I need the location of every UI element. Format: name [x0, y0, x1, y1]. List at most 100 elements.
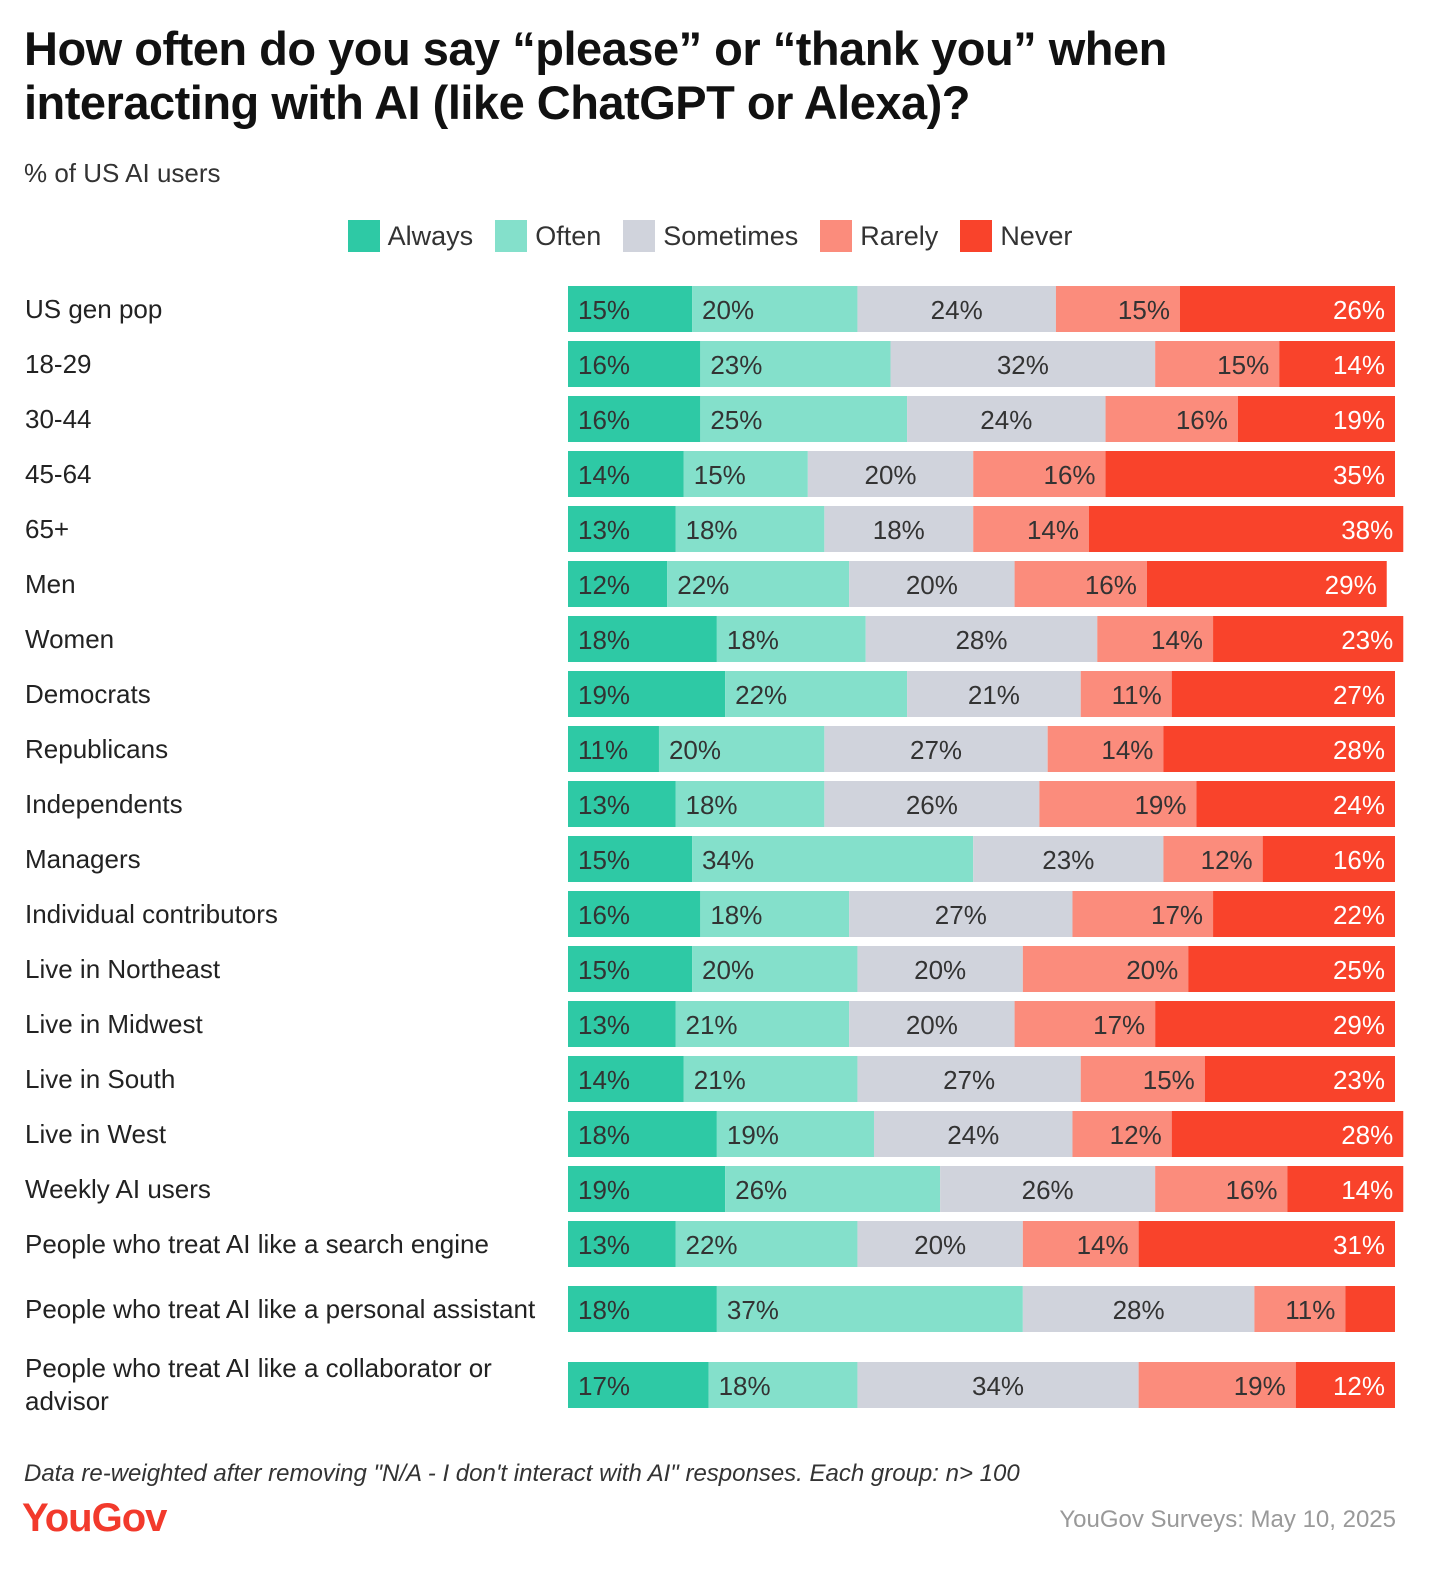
legend-swatch [347, 220, 380, 252]
value-label: 14% [1341, 1175, 1393, 1205]
bar-segment [568, 1221, 676, 1267]
value-label: 14% [1101, 735, 1153, 765]
legend-label: Sometimes [663, 220, 799, 251]
bar-segment [1196, 781, 1395, 827]
value-label: 34% [702, 845, 754, 875]
bar-segment [725, 671, 908, 717]
value-label: 13% [578, 1230, 630, 1260]
bar-segment [1105, 451, 1395, 497]
value-label: 16% [578, 350, 630, 380]
value-label: 22% [1333, 900, 1385, 930]
bar-segment [1155, 341, 1280, 387]
bar-segment [1022, 1286, 1255, 1332]
bar-segment [907, 396, 1106, 442]
value-label: 19% [578, 680, 630, 710]
category-label: Democrats [25, 678, 151, 709]
bar-segment [1213, 616, 1404, 662]
category-label: Managers [25, 843, 141, 874]
value-label: 20% [914, 1230, 966, 1260]
value-label: 15% [578, 295, 630, 325]
legend-label: Never [1000, 220, 1073, 251]
bar-segment [857, 286, 1056, 332]
value-label: 25% [710, 405, 762, 435]
value-label: 18% [710, 900, 762, 930]
value-label: 25% [1333, 955, 1385, 985]
legend-swatch [960, 220, 993, 252]
value-label: 12% [1201, 845, 1253, 875]
value-label: 14% [1077, 1230, 1129, 1260]
bar-segment [692, 286, 858, 332]
footnote: Data re-weighted after removing "N/A - I… [24, 1460, 1020, 1487]
value-label: 38% [1341, 515, 1393, 545]
bar-segment [568, 1286, 717, 1332]
value-label: 14% [1151, 625, 1203, 655]
bar-segment [692, 946, 858, 992]
bar-segment [568, 781, 676, 827]
bar-segment [725, 1166, 941, 1212]
value-label: 23% [1042, 845, 1094, 875]
bar-segment [824, 506, 974, 552]
value-label: 15% [578, 845, 630, 875]
value-label: 32% [997, 350, 1049, 380]
bar-segment [683, 1056, 858, 1102]
value-label: 15% [578, 955, 630, 985]
bar-segment [568, 451, 684, 497]
logo: YouGov [22, 1496, 167, 1540]
category-label: US gen pop [25, 293, 163, 324]
value-label: 18% [719, 1371, 771, 1401]
value-label: 14% [1333, 350, 1385, 380]
value-label: 17% [1151, 900, 1203, 930]
bar-segment [1055, 286, 1180, 332]
legend-item: Never [960, 220, 1072, 252]
bar-segment [1155, 1166, 1288, 1212]
bar-segment [568, 836, 693, 882]
bar-segment [716, 1286, 1023, 1332]
value-label: 31% [1333, 1230, 1385, 1260]
value-label: 24% [1333, 790, 1385, 820]
category-label: Men [25, 568, 76, 599]
bar-segment [1138, 1362, 1296, 1408]
bar-segment [675, 506, 825, 552]
value-label: 20% [702, 955, 754, 985]
bar-segment [1163, 836, 1263, 882]
category-label: 65+ [25, 513, 70, 544]
bar-segment [857, 1221, 1023, 1267]
value-label: 28% [1341, 1120, 1393, 1150]
value-label: 12% [1333, 1371, 1385, 1401]
category-label: 45-64 [25, 458, 92, 489]
bar-segment [1213, 891, 1395, 937]
value-label: 27% [935, 900, 987, 930]
bar-segment [857, 1056, 1081, 1102]
value-label: 22% [735, 680, 787, 710]
category-label: Independents [25, 788, 183, 819]
value-label: 18% [578, 625, 630, 655]
bar-segment [1047, 726, 1164, 772]
value-label: 16% [578, 900, 630, 930]
legend-swatch [495, 220, 528, 252]
bar-segment [1080, 1056, 1205, 1102]
bar-segment [568, 1362, 709, 1408]
category-label: People who treat AI like a personal assi… [25, 1293, 536, 1324]
value-label: 18% [686, 790, 738, 820]
bar-segment [940, 1166, 1156, 1212]
value-label: 15% [1118, 295, 1170, 325]
bar-segment [1254, 1286, 1346, 1332]
value-label: 13% [578, 1010, 630, 1040]
bar-segment [700, 341, 891, 387]
bar-segment [1295, 1362, 1395, 1408]
value-label: 20% [906, 570, 958, 600]
legend-item: Rarely [820, 220, 938, 252]
bar-segment [568, 1056, 684, 1102]
value-label: 13% [578, 790, 630, 820]
value-label: 37% [727, 1295, 779, 1325]
value-label: 20% [906, 1010, 958, 1040]
category-label: Live in Northeast [25, 953, 221, 984]
value-label: 16% [578, 405, 630, 435]
value-label: 17% [1093, 1010, 1145, 1040]
bar-segment [1204, 1056, 1395, 1102]
bar-segment [973, 506, 1090, 552]
bar-segment [675, 781, 825, 827]
value-label: 11% [1112, 680, 1162, 710]
value-label: 19% [1333, 405, 1385, 435]
